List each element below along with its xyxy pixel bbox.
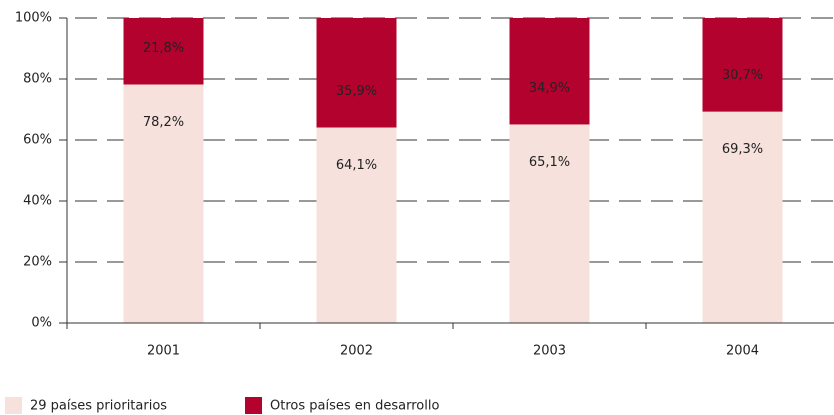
bar-segment (316, 18, 397, 128)
bar-segment (509, 124, 590, 323)
x-tick-label: 2004 (726, 344, 759, 359)
data-label: 30,7% (722, 68, 763, 83)
y-tick-label: 20% (23, 255, 52, 270)
y-tick-label: 60% (23, 133, 52, 148)
legend-label: 29 países prioritarios (30, 399, 167, 414)
data-label: 78,2% (143, 115, 184, 130)
bar-segment (123, 18, 204, 85)
bar-segment (509, 18, 590, 125)
data-label: 21,8% (143, 41, 184, 56)
data-label: 69,3% (722, 142, 763, 157)
x-tick-label: 2002 (340, 344, 373, 359)
data-label: 35,9% (336, 84, 377, 99)
legend-swatch (5, 397, 22, 414)
legend-label: Otros países en desarrollo (270, 399, 439, 414)
data-label: 34,9% (529, 81, 570, 96)
x-tick-label: 2003 (533, 344, 566, 359)
data-label: 64,1% (336, 158, 377, 173)
bar-segment (702, 18, 783, 112)
y-tick-label: 100% (15, 11, 52, 26)
data-label: 65,1% (529, 155, 570, 170)
y-tick-label: 40% (23, 194, 52, 209)
bar-segment (702, 111, 783, 323)
bar-segment (316, 127, 397, 324)
y-tick-label: 80% (23, 72, 52, 87)
y-tick-label: 0% (31, 316, 52, 331)
bar-segment (123, 84, 204, 324)
x-tick-label: 2001 (147, 344, 180, 359)
legend-swatch (245, 397, 262, 414)
